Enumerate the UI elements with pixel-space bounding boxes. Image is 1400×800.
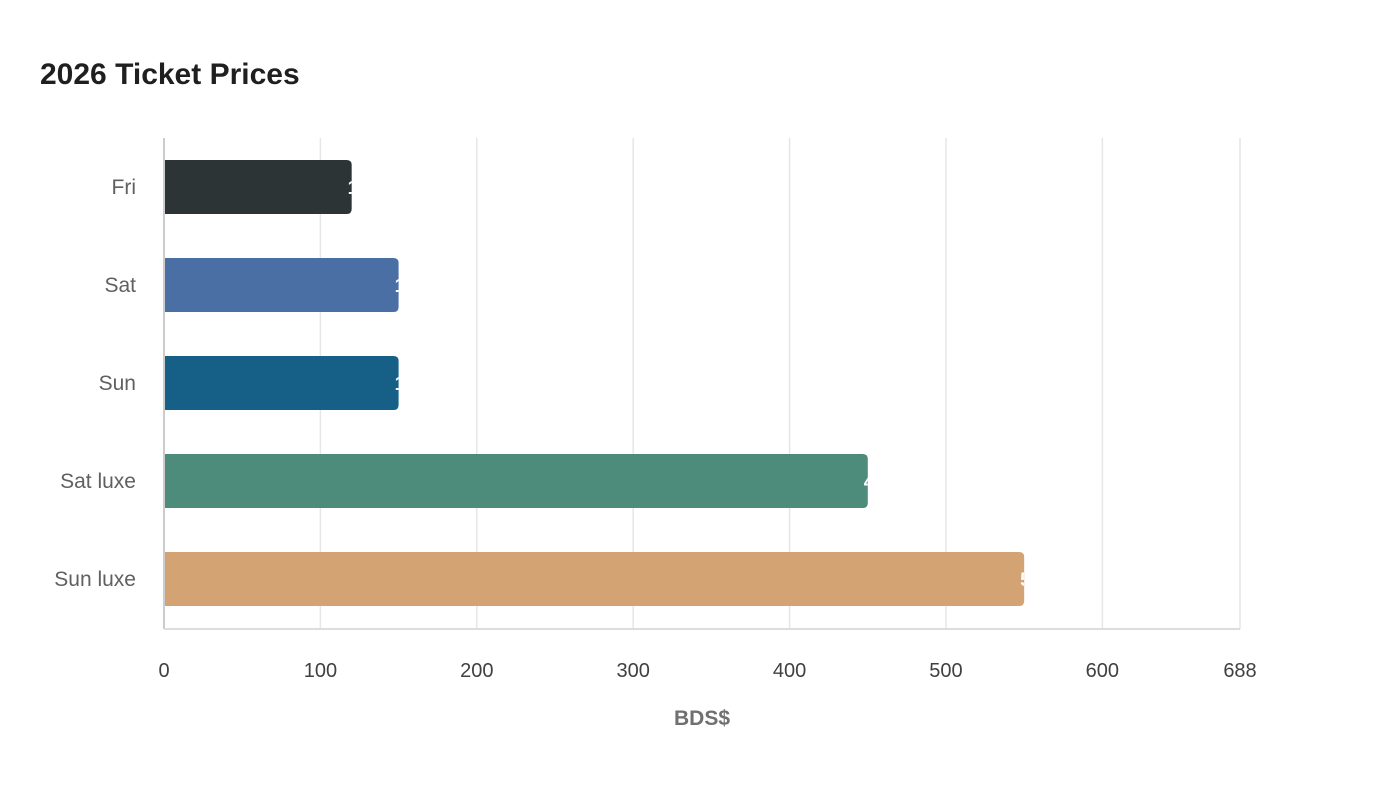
category-label: Sun luxe [54, 568, 136, 591]
x-tick-label: 100 [304, 660, 337, 682]
x-tick-label: 500 [929, 660, 962, 682]
category-label: Fri [112, 176, 137, 199]
category-label: Sun [99, 372, 136, 395]
value-label: 550 [1020, 570, 1052, 591]
value-label: 150 [395, 374, 427, 395]
bars [164, 160, 1025, 606]
category-label: Sat luxe [60, 470, 136, 493]
value-label: 120 [348, 178, 380, 199]
x-tick-label: 400 [773, 660, 806, 682]
labels: 0 100 200 300 400 500 600 688 Fri 120 Sat 150 Sun 150… [54, 176, 1256, 682]
x-tick-label: 200 [460, 660, 493, 682]
chart-title: 2026 Ticket Prices [40, 58, 300, 91]
value-label: 450 [864, 472, 896, 493]
grid-lines [319, 138, 1241, 629]
bar-sun-luxe [164, 552, 1025, 606]
value-label: 150 [395, 276, 427, 297]
bar-fri [164, 160, 352, 214]
x-axis-title: BDS$ [674, 707, 730, 730]
x-tick-label: 0 [158, 660, 169, 682]
x-tick-label: 300 [616, 660, 649, 682]
bar-sun [164, 356, 399, 410]
category-label: Sat [104, 274, 136, 297]
bar-sat [164, 258, 399, 312]
axes [163, 138, 1240, 630]
bar-sat-luxe [164, 454, 868, 508]
x-tick-label: 688 [1223, 660, 1256, 682]
x-tick-label: 600 [1086, 660, 1119, 682]
